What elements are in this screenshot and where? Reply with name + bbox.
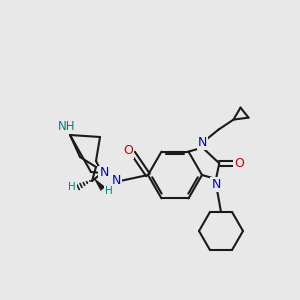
- Text: N: N: [211, 178, 221, 190]
- Polygon shape: [93, 177, 105, 191]
- Text: H: H: [105, 186, 113, 196]
- Text: H: H: [68, 182, 76, 192]
- Text: N: N: [99, 167, 109, 179]
- Text: N: N: [198, 136, 207, 149]
- Text: O: O: [234, 157, 244, 170]
- Text: N: N: [111, 175, 121, 188]
- Text: NH: NH: [58, 121, 76, 134]
- Text: O: O: [123, 145, 133, 158]
